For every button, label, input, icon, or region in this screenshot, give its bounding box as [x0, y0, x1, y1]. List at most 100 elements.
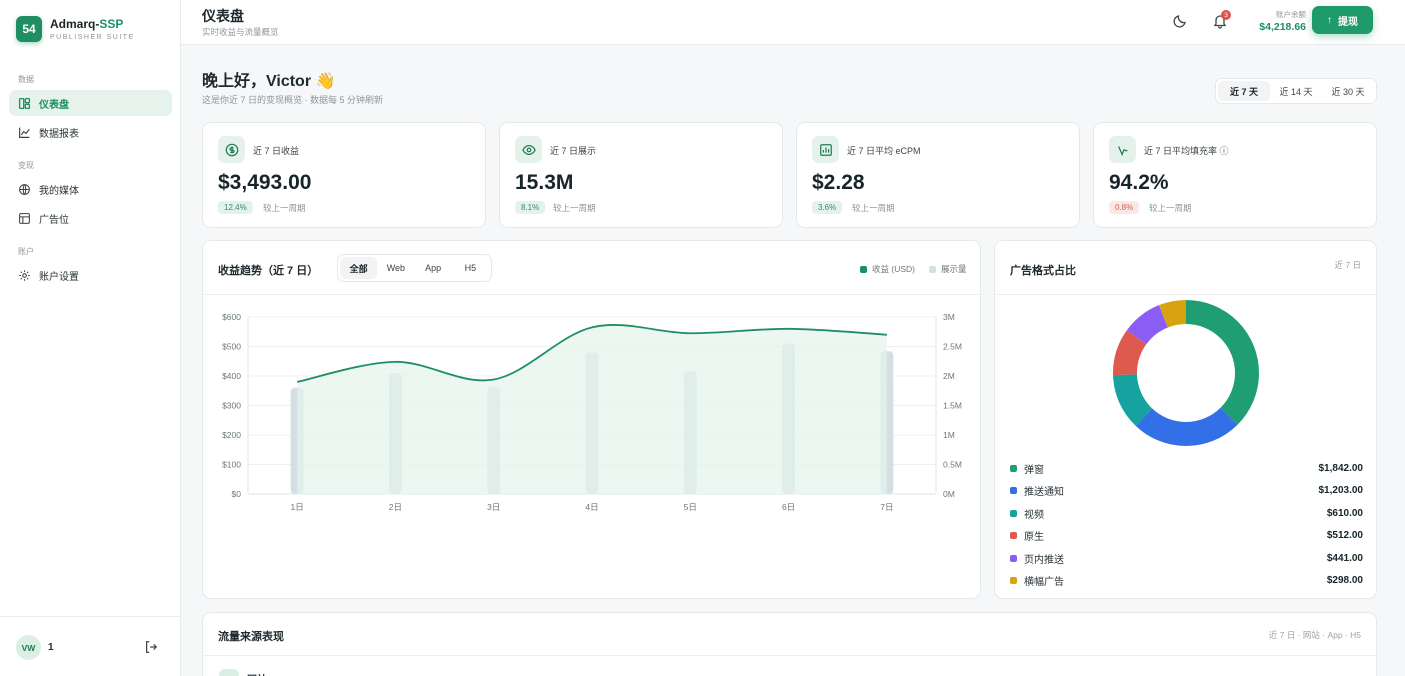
trend-chart: $0 $100 $200 $300 $400 $500 $600 0M 0.5M 1M 1.5M 2M…: [222, 312, 962, 512]
filter-web[interactable]: Web: [386, 263, 406, 273]
x-tick: 4日: [585, 502, 598, 512]
stat-label: 近 7 日平均 eCPM: [847, 146, 921, 156]
format-swatch: [1010, 509, 1017, 517]
range-tabs: 近 7 天 近 14 天 近 30 天: [1215, 78, 1377, 104]
format-row: 原生 $512.00: [1010, 525, 1363, 548]
balance-label: 账户余额: [1276, 10, 1306, 19]
stat-card-ecpm: 近 7 日平均 eCPM $2.28 3.6% 较上一周期: [796, 122, 1080, 228]
format-row: 横幅广告 $298.00: [1010, 570, 1363, 593]
format-value: $298.00: [1326, 575, 1363, 587]
stat-change-badge: 3.6%: [812, 201, 843, 214]
dashboard-icon: [18, 97, 31, 109]
website-icon: [219, 669, 239, 676]
sidebar-item-dashboard[interactable]: 仪表盘: [9, 90, 172, 116]
traffic-source-card: 流量来源表现 近 7 日 · 网站 · App · H5 网站: [202, 612, 1377, 676]
notification-badge: 3: [1221, 10, 1231, 20]
format-name: 推送通知: [1024, 487, 1064, 499]
format-swatch: [1010, 464, 1017, 472]
stat-card-impressions: 近 7 日展示 15.3M 8.1% 较上一周期: [499, 122, 783, 228]
withdraw-button[interactable]: ↑ 提现: [1312, 6, 1373, 34]
card-title: 流量来源表现: [218, 631, 284, 643]
moon-icon[interactable]: [1172, 13, 1188, 29]
y-right-tick: 1M: [943, 430, 955, 440]
donut-slice: [1113, 300, 1259, 446]
stat-change-badge: 12.4%: [218, 201, 253, 214]
card-title: 收益趋势（近 7 日）: [218, 265, 319, 277]
donut-slice: [1113, 300, 1259, 446]
page-subtitle: 实时收益与流量概览: [202, 27, 279, 37]
greeting-title: 晚上好，Victor 👋: [202, 73, 336, 90]
format-row: 页内推送 $441.00: [1010, 547, 1363, 570]
brand-name: Admarq-SSP: [50, 17, 124, 31]
stat-change-badge: 8.1%: [515, 201, 546, 214]
page-title: 仪表盘: [202, 8, 244, 24]
sidebar-item-media[interactable]: 我的媒体: [9, 176, 172, 202]
brand[interactable]: 54 Admarq-SSP PUBLISHER SUITE: [16, 16, 135, 42]
y-left-tick: $0: [232, 489, 242, 499]
format-swatch: [1010, 554, 1017, 562]
donut-slice: [1113, 300, 1259, 446]
y-left-tick: $500: [222, 342, 241, 352]
revenue-area: [297, 324, 887, 494]
format-row: 弹窗 $1,842.00: [1010, 457, 1363, 480]
format-name: 弹窗: [1024, 464, 1044, 476]
stat-compare: 较上一周期: [553, 203, 596, 213]
sidebar-footer: VW 1: [0, 616, 181, 676]
stat-compare: 较上一周期: [1149, 203, 1192, 213]
format-value: $1,203.00: [1318, 485, 1364, 497]
format-row: 推送通知 $1,203.00: [1010, 480, 1363, 503]
brand-subtitle: PUBLISHER SUITE: [50, 34, 135, 41]
account-balance: 账户余额 $4,218.66: [1249, 9, 1306, 33]
pulse-icon: [1109, 136, 1136, 163]
sidebar-item-adslots[interactable]: 广告位: [9, 205, 172, 231]
stat-card-fillrate: 近 7 日平均填充率 ⓘ 94.2% 0.8% 较上一周期: [1093, 122, 1377, 228]
stat-label: 近 7 日展示: [550, 146, 597, 156]
eye-icon: [515, 136, 542, 163]
avatar[interactable]: VW: [16, 635, 41, 660]
y-left-tick: $300: [222, 401, 241, 411]
stat-value: $2.28: [812, 171, 865, 194]
sidebar-item-settings[interactable]: 账户设置: [9, 262, 172, 288]
revenue-line: [296, 324, 887, 383]
format-row: 视频 $610.00: [1010, 502, 1363, 525]
stat-compare: 较上一周期: [263, 203, 306, 213]
y-right-tick: 2.5M: [943, 342, 962, 352]
range-tab-7d[interactable]: 近 7 天: [1218, 81, 1270, 101]
y-right-tick: 1.5M: [943, 401, 962, 411]
sidebar: 54 Admarq-SSP PUBLISHER SUITE 数据 仪表盘 数据报…: [0, 0, 181, 676]
card-title: 广告格式占比: [1010, 265, 1076, 277]
range-tab-30d[interactable]: 近 30 天: [1331, 86, 1365, 97]
stat-value: 94.2%: [1109, 171, 1169, 194]
stat-value: $3,493.00: [218, 171, 312, 194]
stat-compare: 较上一周期: [852, 203, 895, 213]
format-swatch: [1010, 577, 1017, 585]
filter-app[interactable]: App: [425, 263, 442, 273]
chart-line-icon: [19, 127, 30, 138]
x-tick: 5日: [684, 502, 697, 512]
stat-card-revenue: 近 7 日收益 $3,493.00 12.4% 较上一周期: [202, 122, 486, 228]
legend-impressions: 展示量: [929, 263, 967, 275]
user-name: 1: [48, 642, 54, 653]
y-right-tick: 2M: [943, 371, 955, 381]
dollar-icon: [218, 136, 245, 163]
nav-section-data: 数据: [18, 75, 34, 84]
x-tick: 3日: [487, 502, 500, 512]
sidebar-item-reports[interactable]: 数据报表: [9, 119, 172, 145]
format-value: $610.00: [1326, 507, 1363, 519]
format-swatch: [1010, 487, 1017, 495]
format-name: 原生: [1024, 532, 1044, 544]
y-right-tick: 0M: [943, 489, 955, 499]
stat-label: 近 7 日收益: [253, 146, 300, 156]
logout-icon[interactable]: [144, 640, 158, 654]
revenue-trend-card: 收益趋势（近 7 日） 全部 Web App H5 收益 (USD) 展示量 $…: [202, 240, 981, 599]
y-left-tick: $100: [222, 460, 241, 470]
filter-all[interactable]: 全部: [340, 257, 378, 279]
greeting-subtitle: 这是你近 7 日的变现概览 · 数据每 5 分钟刷新: [202, 95, 384, 105]
format-swatch: [1010, 532, 1017, 540]
filter-h5[interactable]: H5: [464, 263, 477, 273]
x-tick: 7日: [880, 502, 893, 512]
y-right-tick: 3M: [943, 312, 955, 322]
format-name: 视频: [1024, 509, 1044, 521]
range-tab-14d[interactable]: 近 14 天: [1279, 86, 1313, 97]
topbar: 仪表盘 实时收益与流量概览 3 账户余额 $4,218.66 ↑ 提现: [181, 0, 1405, 45]
